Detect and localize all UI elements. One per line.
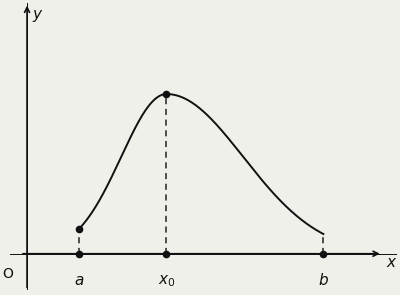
Text: y: y: [32, 7, 41, 22]
Text: $x_0$: $x_0$: [158, 273, 175, 289]
Text: b: b: [318, 273, 328, 288]
Text: a: a: [75, 273, 84, 288]
Text: x: x: [386, 255, 395, 270]
Text: O: O: [2, 267, 13, 281]
